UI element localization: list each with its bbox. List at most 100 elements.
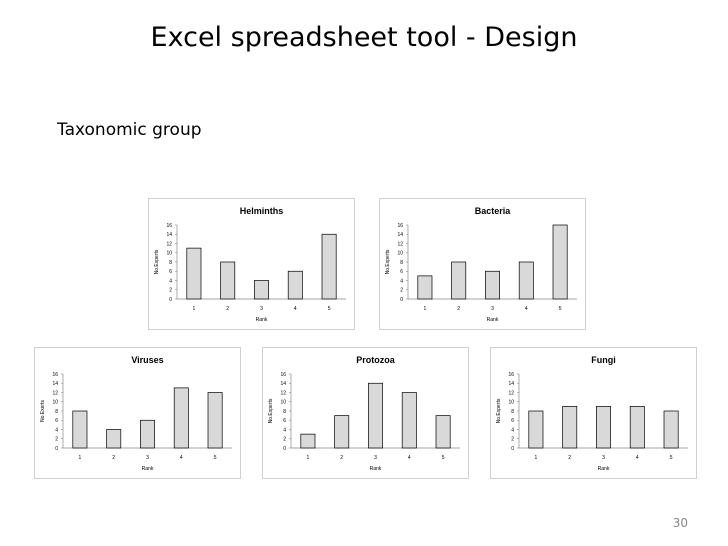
y-tick-label: 0 xyxy=(400,297,403,303)
bar xyxy=(72,410,88,449)
y-tick-label: 16 xyxy=(166,223,172,229)
y-tick-label: 0 xyxy=(511,446,514,452)
y-tick-label: 8 xyxy=(283,409,286,415)
chart-title: Helminths xyxy=(240,206,284,216)
bar xyxy=(220,261,236,300)
y-tick-label: 16 xyxy=(508,372,514,378)
y-tick-label: 10 xyxy=(397,251,403,257)
x-tick-label: 3 xyxy=(260,306,263,312)
bar xyxy=(552,224,568,300)
y-tick-label: 4 xyxy=(169,278,172,284)
y-tick-label: 4 xyxy=(55,427,58,433)
y-tick-label: 14 xyxy=(280,381,286,387)
y-tick-label: 2 xyxy=(400,288,403,294)
y-tick-label: 4 xyxy=(400,278,403,284)
x-tick-label: 3 xyxy=(491,306,494,312)
x-tick-label: 4 xyxy=(408,455,411,461)
y-tick-label: 10 xyxy=(508,400,514,406)
bar xyxy=(334,415,350,449)
bar xyxy=(518,261,534,300)
y-tick-label: 4 xyxy=(511,427,514,433)
bar xyxy=(417,275,433,300)
bar xyxy=(596,406,611,449)
bar xyxy=(562,406,578,449)
x-tick-label: 2 xyxy=(457,306,460,312)
y-tick-label: 6 xyxy=(169,269,172,275)
y-tick-label: 16 xyxy=(397,223,403,229)
bar xyxy=(528,410,544,449)
y-tick-label: 16 xyxy=(52,372,58,378)
x-tick-label: 1 xyxy=(193,306,196,312)
slide-title: Excel spreadsheet tool - Design xyxy=(150,22,578,53)
x-tick-label: 5 xyxy=(214,455,217,461)
y-tick-label: 0 xyxy=(283,446,286,452)
y-tick-label: 12 xyxy=(280,390,286,396)
x-tick-label: 5 xyxy=(328,306,331,312)
x-tick-label: 2 xyxy=(112,455,115,461)
x-tick-label: 2 xyxy=(340,455,343,461)
chart-viruses: Viruses No.Exerts 0 2 4 6 8 10 12 14 16 1 2 3 4 5 Rank xyxy=(34,347,241,479)
chart-title: Viruses xyxy=(131,355,163,365)
x-axis-label: Rank xyxy=(370,466,382,472)
section-subtitle: Taxonomic group xyxy=(57,120,202,140)
bar xyxy=(106,429,122,449)
y-tick-label: 2 xyxy=(55,437,58,443)
x-tick-label: 2 xyxy=(226,306,229,312)
y-tick-label: 2 xyxy=(169,288,172,294)
page-number: 30 xyxy=(672,516,688,530)
y-axis-label: No.Exerts xyxy=(40,400,46,422)
bar xyxy=(140,419,155,449)
x-tick-label: 2 xyxy=(568,455,571,461)
y-tick-label: 14 xyxy=(166,232,172,238)
y-tick-label: 16 xyxy=(280,372,286,378)
x-axis-label: Rank xyxy=(598,466,610,472)
x-tick-label: 3 xyxy=(602,455,605,461)
x-tick-label: 1 xyxy=(424,306,427,312)
y-axis-label: No.Experts xyxy=(268,398,274,423)
chart-helminths: Helminths No.Experts 0 2 4 6 8 10 12 14 16 1 2 3 4 5 Ran… xyxy=(148,198,355,330)
x-tick-label: 3 xyxy=(146,455,149,461)
bar xyxy=(186,247,202,300)
bar xyxy=(207,392,223,449)
y-tick-label: 12 xyxy=(166,241,172,247)
y-axis-label: No.Experts xyxy=(496,398,502,423)
y-tick-label: 8 xyxy=(400,260,403,266)
bar xyxy=(300,433,316,449)
y-tick-label: 6 xyxy=(400,269,403,275)
x-tick-label: 1 xyxy=(535,455,538,461)
x-tick-label: 4 xyxy=(180,455,183,461)
chart-title: Protozoa xyxy=(356,355,395,365)
y-tick-label: 2 xyxy=(283,437,286,443)
x-tick-label: 5 xyxy=(559,306,562,312)
y-tick-label: 12 xyxy=(508,390,514,396)
y-tick-label: 0 xyxy=(55,446,58,452)
y-tick-label: 10 xyxy=(166,251,172,257)
bar xyxy=(254,280,269,300)
y-tick-label: 10 xyxy=(280,400,286,406)
y-tick-label: 6 xyxy=(511,418,514,424)
chart-protozoa: Protozoa No.Experts 0 2 4 6 8 10 12 14 16 1 2 3 4 5 Rank xyxy=(262,347,469,479)
x-axis-label: Rank xyxy=(256,317,268,323)
y-tick-label: 14 xyxy=(52,381,58,387)
bar xyxy=(287,270,303,300)
chart-fungi: Fungi No.Experts 0 2 4 6 8 10 12 14 16 1 2 3 4 5 Rank xyxy=(490,347,697,479)
x-tick-label: 4 xyxy=(294,306,297,312)
y-tick-label: 8 xyxy=(169,260,172,266)
y-tick-label: 6 xyxy=(283,418,286,424)
chart-title: Bacteria xyxy=(475,206,512,216)
bar xyxy=(401,392,417,449)
x-tick-label: 1 xyxy=(307,455,310,461)
y-axis-label: No.Experts xyxy=(385,249,391,274)
y-tick-label: 10 xyxy=(52,400,58,406)
x-axis-label: Rank xyxy=(142,466,154,472)
chart-bacteria: Bacteria No.Experts 0 2 4 6 8 10 12 14 16 1 2 3 4 5 Rank xyxy=(379,198,586,330)
y-tick-label: 8 xyxy=(511,409,514,415)
bar xyxy=(321,233,337,300)
y-axis-label: No.Experts xyxy=(154,249,160,274)
x-axis-label: Rank xyxy=(487,317,499,323)
y-tick-label: 12 xyxy=(397,241,403,247)
